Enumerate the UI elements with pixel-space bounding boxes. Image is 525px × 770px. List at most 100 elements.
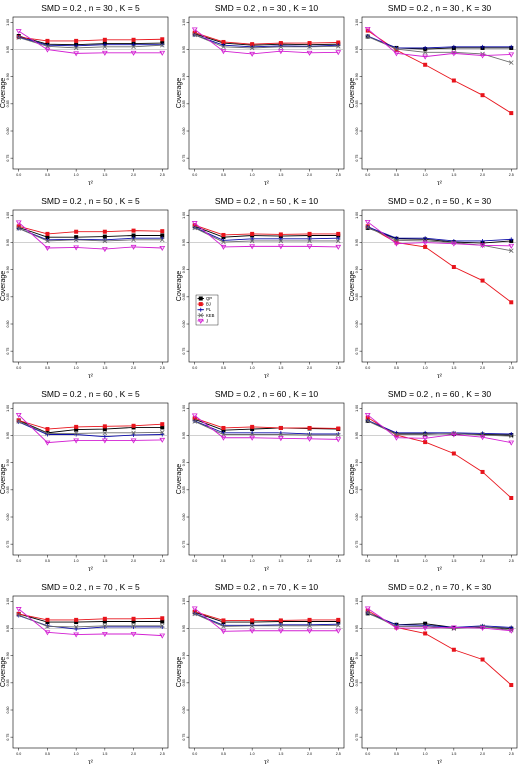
marker-bj <box>250 231 255 236</box>
marker-pl <box>423 236 428 241</box>
marker-j <box>101 632 108 637</box>
x-tick-label: 2.0 <box>307 173 312 177</box>
x-tick-label: 2.5 <box>160 752 165 756</box>
y-tick-label: 0.75 <box>6 348 10 355</box>
x-tick-label: 0.0 <box>192 559 197 563</box>
marker-keb <box>278 432 284 437</box>
marker-j <box>508 243 515 249</box>
marker-qp <box>221 428 226 433</box>
marker-j <box>249 244 256 250</box>
marker-j <box>159 50 166 56</box>
marker-keb <box>394 46 399 52</box>
x-tick-label: 2.0 <box>480 366 485 370</box>
x-tick-label: 1.0 <box>423 366 428 370</box>
marker-bj <box>131 228 136 233</box>
x-tick-label: 1.0 <box>250 366 255 370</box>
marker-qp <box>102 234 107 239</box>
marker-qp <box>221 235 226 240</box>
marker-keb <box>73 431 79 436</box>
marker-keb <box>307 44 312 50</box>
y-tick-label: 0.80 <box>182 321 186 328</box>
y-tick-label: 0.95 <box>355 625 359 632</box>
marker-pl <box>74 43 79 48</box>
chart-panel: SMD = 0.2 , n = 70 , K = 10 0.75 0.80 0.85 0… <box>176 582 345 766</box>
y-tick-label: 0.85 <box>182 679 186 686</box>
x-tick-label: 1.0 <box>423 173 428 177</box>
marker-keb <box>131 237 136 243</box>
marker-bj <box>221 39 226 44</box>
marker-bj <box>74 38 79 43</box>
marker-bj <box>394 240 399 245</box>
marker-j <box>220 435 227 441</box>
marker-bj <box>451 647 456 652</box>
plot-frame <box>361 402 518 556</box>
y-tick-label: 0.85 <box>355 293 359 300</box>
marker-keb <box>45 431 50 436</box>
marker-keb <box>221 239 226 245</box>
marker-j <box>249 628 256 634</box>
plot-frame <box>361 595 518 749</box>
y-tick-label: 0.75 <box>6 734 10 741</box>
marker-j <box>130 632 137 637</box>
y-tick-label: 0.95 <box>182 625 186 632</box>
x-tick-label: 2.5 <box>509 752 514 756</box>
marker-keb <box>131 44 136 50</box>
marker-keb <box>131 623 136 629</box>
x-tick-label: 2.0 <box>480 752 485 756</box>
marker-keb <box>508 248 514 253</box>
marker-j <box>130 244 137 250</box>
series-line-pl <box>194 34 339 48</box>
marker-j <box>44 47 51 53</box>
series-line-pl <box>194 612 339 626</box>
marker-j <box>335 437 342 443</box>
marker-keb <box>16 612 22 618</box>
marker-pl <box>102 434 107 439</box>
series-line-qp <box>367 227 512 244</box>
marker-keb <box>221 624 226 629</box>
marker-bj <box>102 616 107 621</box>
marker-j <box>44 440 51 446</box>
marker-pl <box>131 42 136 47</box>
x-tick-label: 2.5 <box>336 559 341 563</box>
x-axis-label: τ² <box>88 180 94 187</box>
marker-j <box>191 413 198 419</box>
y-tick-label: 0.80 <box>355 128 359 135</box>
series-line-j <box>367 414 512 444</box>
marker-keb <box>16 35 22 40</box>
y-tick-label: 0.75 <box>6 155 10 162</box>
marker-pl <box>509 431 514 436</box>
series-line-keb <box>194 227 339 243</box>
series-line-bj <box>18 225 163 235</box>
series-line-bj <box>194 611 339 621</box>
marker-qp <box>74 620 79 625</box>
marker-bj <box>451 78 456 83</box>
series-line-j <box>194 415 339 440</box>
y-tick-label: 0.80 <box>182 514 186 521</box>
marker-pl <box>509 237 514 242</box>
series-line-qp <box>18 35 163 46</box>
y-tick-label: 1.00 <box>355 212 359 219</box>
marker-j <box>393 51 400 57</box>
marker-keb <box>365 418 371 424</box>
x-tick-label: 2.5 <box>336 173 341 177</box>
legend-label: QP <box>206 296 212 301</box>
y-tick-label: 0.80 <box>355 707 359 714</box>
y-tick-label: 1.00 <box>182 405 186 412</box>
series-line-qp <box>18 613 163 623</box>
marker-bj <box>509 111 514 116</box>
marker-j <box>422 436 429 442</box>
marker-bj <box>336 426 341 431</box>
marker-bj <box>451 265 456 269</box>
marker-keb <box>159 623 165 629</box>
marker-bj <box>307 41 312 46</box>
marker-j <box>191 221 198 227</box>
marker-j <box>364 412 371 418</box>
series-line-j <box>18 608 163 637</box>
series-line-pl <box>194 420 339 435</box>
y-tick-label: 0.90 <box>6 459 10 466</box>
marker-pl <box>102 42 107 47</box>
marker-bj <box>480 93 485 98</box>
panel-title: SMD = 0.2 , n = 60 , K = 5 <box>41 389 140 399</box>
marker-j <box>479 435 486 441</box>
series-line-qp <box>18 419 163 434</box>
